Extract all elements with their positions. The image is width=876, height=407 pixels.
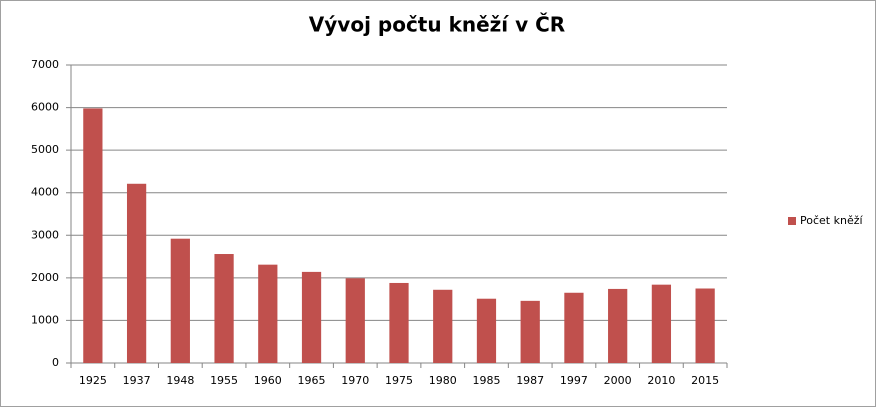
x-tick-label: 2015 [691,374,719,387]
bar [301,271,322,363]
bar [476,298,497,363]
bar [433,289,453,363]
bar [651,284,672,363]
x-tick-label: 1960 [254,374,282,387]
x-tick-label: 1975 [385,374,413,387]
bar [258,264,278,363]
x-tick-label: 1997 [560,374,588,387]
y-tick-label: 3000 [31,228,59,241]
x-tick-label: 1970 [341,374,369,387]
bar [83,108,103,364]
bar [608,288,628,363]
bar [126,183,147,363]
x-tick-label: 1965 [298,374,326,387]
x-tick-label: 1937 [123,374,151,387]
x-tick-label: 1985 [472,374,500,387]
x-tick-label: 1987 [516,374,544,387]
bar [389,282,409,363]
bar [214,254,234,363]
x-tick-label: 1980 [429,374,457,387]
chart-title: Vývoj počtu kněží v ČR [309,13,565,37]
x-tick-label: 1955 [210,374,238,387]
y-tick-label: 0 [52,356,59,369]
x-tick-label: 1925 [79,374,107,387]
legend-swatch [788,217,796,225]
x-tick-label: 2000 [604,374,632,387]
bar [170,238,190,363]
x-tick-label: 2010 [647,374,675,387]
y-tick-label: 1000 [31,313,59,326]
legend-label: Počet kněží [800,214,863,227]
x-tick-label: 1948 [166,374,194,387]
bar [520,300,540,363]
y-tick-label: 4000 [31,186,59,199]
bar [695,288,715,363]
bar [345,278,365,363]
bar [564,292,584,363]
y-tick-label: 6000 [31,101,59,114]
y-tick-label: 7000 [31,58,59,71]
y-tick-label: 5000 [31,143,59,156]
y-tick-label: 2000 [31,271,59,284]
